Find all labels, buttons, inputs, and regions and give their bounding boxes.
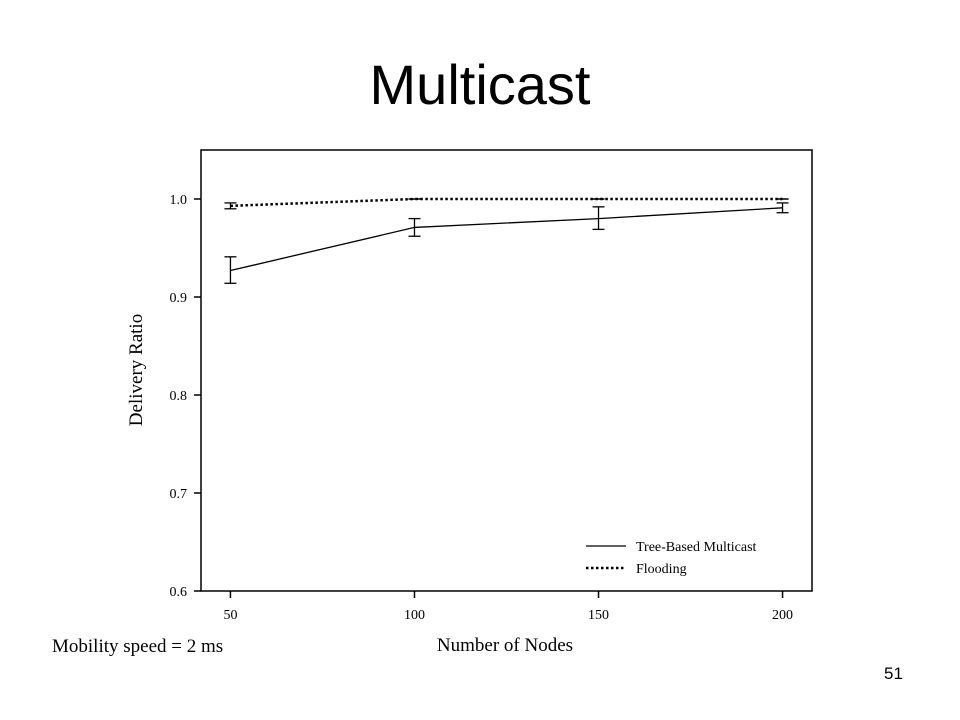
mobility-speed-note: Mobility speed = 2 ms — [52, 636, 224, 657]
tree-based-multicast-legend-label: Tree-Based Multicast — [636, 540, 757, 555]
slide-title: Multicast — [369, 53, 591, 116]
x-tick-label: 150 — [588, 608, 609, 623]
y-tick-label: 0.8 — [170, 389, 188, 404]
y-axis-label: Delivery Ratio — [126, 314, 147, 426]
x-tick-label: 50 — [223, 608, 237, 623]
plot-frame — [200, 149, 813, 592]
flooding-legend-label: Flooding — [636, 562, 687, 577]
tree-based-multicast-series-line — [230, 207, 783, 272]
y-tick-label: 0.7 — [170, 487, 188, 502]
tree-based-multicast-error-bar — [592, 206, 605, 231]
legend: Tree-Based Multicast Flooding — [586, 540, 757, 577]
y-tick-label: 0.6 — [170, 585, 188, 600]
slide-number: 51 — [884, 664, 903, 683]
x-tick-label: 100 — [404, 608, 425, 623]
flooding-error-bar — [224, 202, 237, 210]
flooding-series-line — [230, 197, 783, 208]
tree-based-multicast-error-bar — [224, 256, 237, 284]
y-tick-label: 0.9 — [170, 291, 188, 306]
y-tick-label: 1.0 — [170, 193, 188, 208]
tree-based-multicast-error-bar — [408, 217, 421, 237]
x-axis-label: Number of Nodes — [437, 635, 573, 656]
tree-based-multicast-error-bar — [776, 202, 789, 214]
x-tick-label: 200 — [772, 608, 793, 623]
